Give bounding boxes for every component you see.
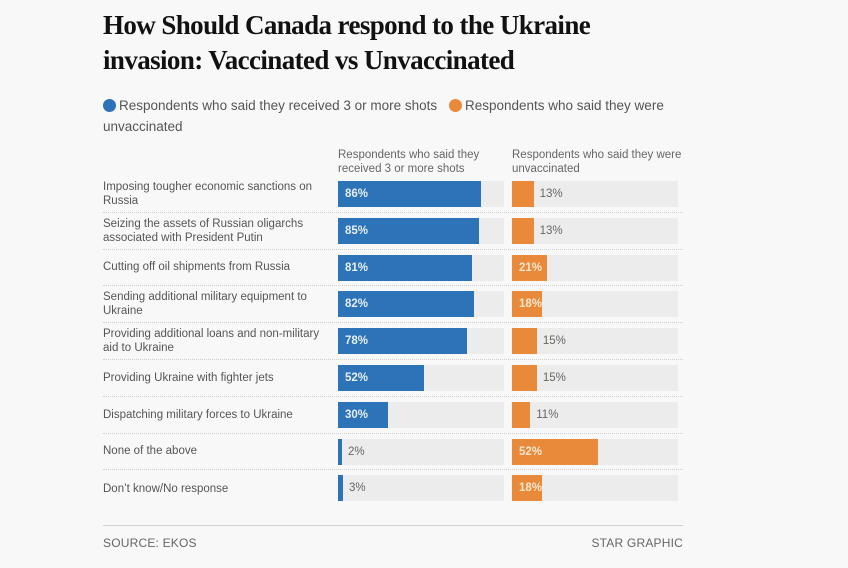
chart-row: Providing additional loans and non-milit… [103, 323, 683, 360]
chart-row: Providing Ukraine with fighter jets 52% 15… [103, 360, 683, 397]
bar-unvaccinated [512, 181, 534, 207]
chart-title: How Should Canada respond to the Ukraine… [103, 10, 591, 75]
chart-rows: Imposing tougher economic sanctions on R… [103, 176, 683, 507]
bar-unvaccinated [512, 291, 542, 318]
bar-vaccinated [338, 438, 342, 465]
bar-unvaccinated [512, 328, 537, 355]
bar-track-vaccinated: 81% [338, 254, 504, 281]
column-header-unvaccinated: Respondents who said they were unvaccina… [512, 149, 682, 175]
data-label-unvaccinated: 52% [519, 445, 543, 458]
category-label: Don’t know/No response [103, 482, 229, 495]
data-label-unvaccinated: 18% [519, 298, 543, 311]
category-label: Providing Ukraine with fighter jets [103, 371, 274, 384]
data-label-vaccinated: 85% [345, 224, 369, 237]
legend-label-unvaccinated: Respondents who said they were unvaccina… [103, 98, 664, 134]
bar-vaccinated [338, 364, 425, 391]
category-label: Dispatching military forces to Ukraine [103, 408, 293, 421]
bar-track-unvaccinated: 52% [512, 438, 678, 465]
column-header-vaccinated: Respondents who said they received 3 or … [338, 149, 480, 175]
bar-track-vaccinated: 86% [338, 181, 504, 207]
data-label-unvaccinated: 13% [539, 224, 563, 237]
bar-track-vaccinated: 82% [338, 291, 504, 318]
source-note: SOURCE: EKOS [103, 536, 197, 550]
bar-unvaccinated [512, 475, 542, 502]
category-label: None of the above [103, 445, 197, 458]
chart-row: Dispatching military forces to Ukraine 30… [103, 397, 683, 434]
bar-track-vaccinated: 3% [338, 475, 504, 502]
data-label-vaccinated: 2% [348, 445, 365, 458]
category-label: Seizing the assets of Russian oligarchs … [103, 217, 304, 244]
data-label-vaccinated: 3% [348, 482, 366, 495]
bar-track-unvaccinated: 13% [512, 217, 678, 244]
legend-item-unvaccinated: Respondents who said they were unvaccina… [103, 98, 664, 134]
bar-unvaccinated [512, 364, 537, 391]
chart-row: Cutting off oil shipments from Russia 81%… [103, 250, 683, 287]
bar-track-unvaccinated: 21% [512, 254, 678, 281]
legend-label-vaccinated: Respondents who said they received 3 or … [119, 98, 438, 113]
bar-track-vaccinated: 85% [338, 217, 504, 244]
bar-track-vaccinated: 78% [338, 328, 504, 355]
chart-row: None of the above 2% 52% [103, 434, 683, 471]
category-label: Providing additional loans and non-milit… [103, 328, 320, 355]
data-label-vaccinated: 81% [345, 261, 369, 274]
bar-track-vaccinated: 30% [338, 401, 504, 428]
bar-vaccinated [338, 401, 388, 428]
legend-swatch-vaccinated [103, 99, 116, 112]
bar-unvaccinated [512, 438, 599, 465]
graphic-credit: STAR GRAPHIC [591, 536, 683, 550]
bar-track-unvaccinated: 13% [512, 181, 678, 207]
bar-vaccinated [338, 291, 475, 318]
category-label: Cutting off oil shipments from Russia [103, 261, 291, 274]
chart-row: Don’t know/No response 3% 18% [103, 470, 683, 507]
data-label-unvaccinated: 11% [536, 408, 559, 421]
data-label-unvaccinated: 15% [542, 371, 566, 384]
bar-track-unvaccinated: 11% [512, 401, 678, 428]
bar-track-unvaccinated: 15% [512, 328, 678, 355]
bar-vaccinated [338, 328, 468, 355]
legend-swatch-unvaccinated [448, 99, 462, 112]
legend-item-vaccinated: Respondents who said they received 3 or … [103, 98, 441, 113]
bar-vaccinated [338, 217, 480, 244]
data-label-vaccinated: 30% [345, 408, 369, 421]
bar-unvaccinated [512, 217, 534, 244]
chart-row: Sending additional military equipment to… [103, 286, 683, 324]
data-label-unvaccinated: 13% [539, 188, 563, 200]
data-label-vaccinated: 78% [345, 335, 369, 348]
data-label-unvaccinated: 15% [542, 335, 566, 348]
data-label-vaccinated: 86% [345, 188, 369, 200]
category-label: Imposing tougher economic sanctions on R… [103, 180, 313, 207]
bar-vaccinated [338, 475, 343, 502]
bar-track-vaccinated: 52% [338, 364, 504, 391]
bar-track-unvaccinated: 18% [512, 475, 678, 502]
bar-unvaccinated [512, 254, 547, 281]
chart-row: Seizing the assets of Russian oligarchs … [103, 213, 683, 250]
chart-row: Imposing tougher economic sanctions on R… [103, 176, 683, 213]
footer-divider [103, 525, 683, 526]
category-label: Sending additional military equipment to… [103, 291, 307, 318]
bar-vaccinated [338, 181, 481, 207]
data-label-vaccinated: 52% [345, 371, 369, 384]
legend: Respondents who said they received 3 or … [103, 95, 683, 137]
bar-track-vaccinated: 2% [338, 438, 504, 465]
data-label-vaccinated: 82% [345, 298, 369, 311]
bar-vaccinated [338, 254, 473, 281]
data-label-unvaccinated: 18% [519, 482, 543, 495]
bar-unvaccinated [512, 401, 531, 428]
bar-track-unvaccinated: 15% [512, 364, 678, 391]
bar-track-unvaccinated: 18% [512, 291, 678, 318]
data-label-unvaccinated: 21% [519, 261, 543, 274]
